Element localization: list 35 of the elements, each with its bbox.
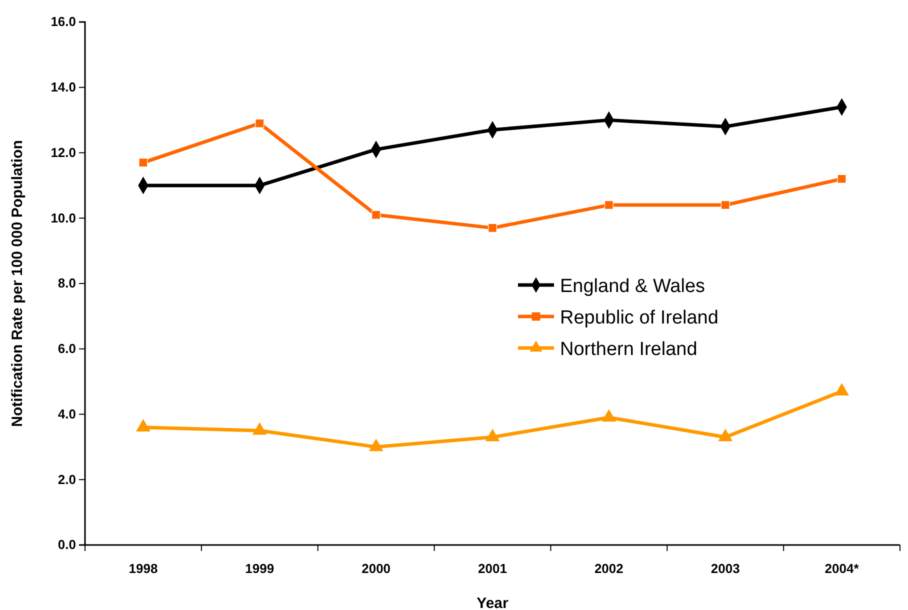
y-tick-label: 8.0 [58,276,76,291]
point [604,200,614,210]
x-tick-label: 2004* [824,561,860,576]
y-tick-label: 6.0 [58,341,76,356]
x-tick-label: 2000 [362,561,391,576]
point [252,422,267,435]
point [718,428,733,442]
y-tick-label: 2.0 [58,472,76,487]
y-tick-label: 10.0 [50,210,76,226]
legend-label: Republic of Ireland [560,308,718,328]
point [255,118,264,128]
point [138,158,148,168]
x-tick-label: 1999 [245,561,274,576]
y-tick-label: 0.0 [58,537,76,552]
point [485,428,500,442]
point [488,223,497,232]
y-tick-label: 14.0 [50,80,76,95]
point [136,419,150,432]
x-tick-label: 1998 [128,561,158,576]
y-tick-label: 16.0 [50,14,76,30]
legend-label: England & Wales [560,276,706,297]
point [834,383,849,396]
legend-label: Northern Ireland [560,339,698,360]
x-tick-label: 2002 [594,561,624,576]
point [368,438,384,452]
x-tick-label: 2001 [478,561,507,576]
x-tick-label: 2003 [710,561,740,576]
y-tick-label: 12.0 [50,144,76,160]
point [602,409,616,422]
x-axis-title: Year [476,595,509,610]
y-axis-title: Notification Rate per 100 000 Population [9,140,26,427]
point [720,200,730,210]
point [837,174,846,184]
y-tick-label: 4.0 [58,406,76,422]
point [372,210,381,220]
